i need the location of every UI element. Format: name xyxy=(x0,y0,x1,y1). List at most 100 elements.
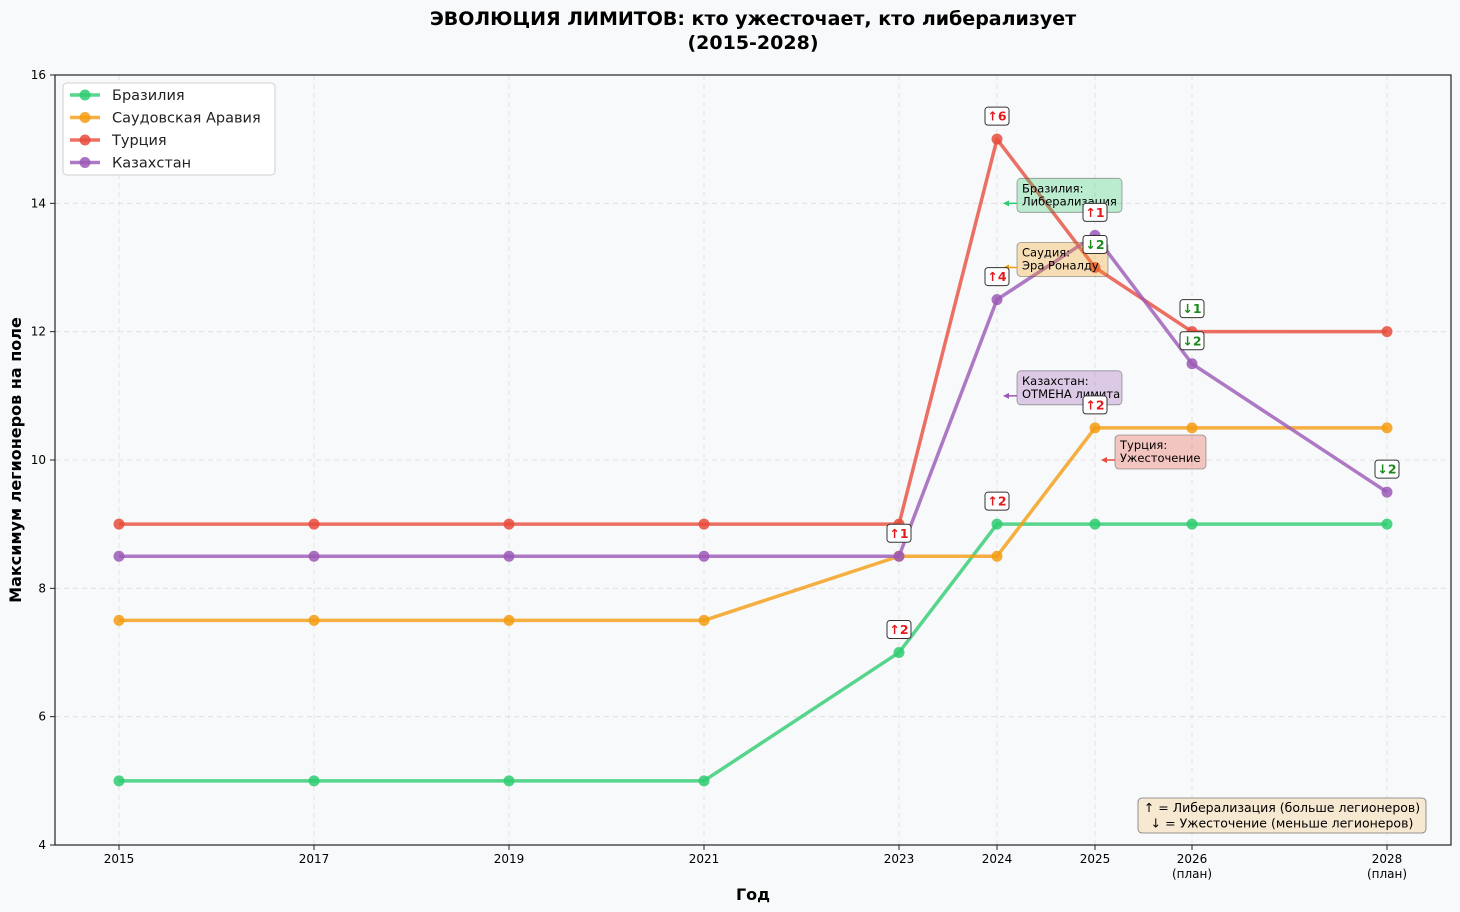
change-badge-text: ↓2 xyxy=(1182,333,1201,348)
change-badge-text: ↑1 xyxy=(889,526,908,541)
data-point xyxy=(1381,486,1393,498)
change-badges-layer: ↑2 ↑1 ↑2 ↑4 ↑6 ↑2 ↑1 ↓2 ↓1 ↓2 ↓2 xyxy=(886,106,1400,639)
change-badge-box xyxy=(1082,395,1108,415)
legend-label: Саудовская Аравия xyxy=(112,111,261,127)
y-tick-label: 16 xyxy=(31,68,46,82)
data-point xyxy=(893,550,905,562)
data-point xyxy=(1381,518,1393,530)
annotation-text: Бразилия: xyxy=(1022,181,1083,195)
annotation-text: Турция: xyxy=(1119,438,1167,452)
change-badge-box xyxy=(1082,202,1108,222)
change-badge: ↑2 xyxy=(1082,395,1108,415)
legend-item: Турция xyxy=(70,133,167,149)
data-point xyxy=(503,614,515,626)
data-point xyxy=(1381,422,1393,434)
x-tick-label: 2023 xyxy=(884,852,915,866)
change-badge-text: ↑2 xyxy=(889,622,908,637)
legend-label: Бразилия xyxy=(112,88,185,104)
data-point xyxy=(308,518,320,530)
axis-ticks: 4 6 8 10 12 14 16 2015 2017 2019 2021 2023 2024 2025 2… xyxy=(31,68,1407,881)
data-point xyxy=(991,518,1003,530)
x-tick-label: 2017 xyxy=(299,852,330,866)
data-point xyxy=(503,550,515,562)
change-badge: ↑1 xyxy=(1082,202,1108,222)
change-badge-text: ↑2 xyxy=(987,494,1006,509)
change-badge-box xyxy=(1179,331,1205,351)
legend-box xyxy=(62,82,276,176)
series-Казахстан xyxy=(113,229,1393,562)
series-Бразилия xyxy=(113,518,1393,787)
data-point xyxy=(113,775,125,787)
change-badge-text: ↑6 xyxy=(987,109,1006,124)
legend-swatch-marker xyxy=(79,134,91,146)
y-tick-label: 4 xyxy=(38,838,46,852)
change-badge-box xyxy=(886,620,912,639)
annotation-arrowhead xyxy=(1003,200,1009,207)
legend-item: Бразилия xyxy=(70,88,185,104)
x-tick-label: 2028 xyxy=(1372,852,1403,866)
series-layer xyxy=(113,133,1393,787)
legend: Бразилия Саудовская Аравия Турция Казахстан xyxy=(62,82,276,176)
chart-title: ЭВОЛЮЦИЯ ЛИМИТОВ: кто ужесточает, кто ли… xyxy=(430,8,1076,30)
data-point xyxy=(991,133,1003,145)
data-point xyxy=(1089,262,1101,273)
data-point xyxy=(698,550,710,562)
change-badge-box xyxy=(984,491,1010,511)
x-tick-label: (план) xyxy=(1367,867,1407,881)
data-point xyxy=(991,550,1003,562)
x-tick-label: 2021 xyxy=(689,852,720,866)
data-point xyxy=(503,518,515,530)
x-tick-label: 2026 xyxy=(1177,852,1208,866)
change-badge-text: ↑4 xyxy=(987,269,1006,284)
y-tick-label: 6 xyxy=(38,710,46,724)
note-text: ↑ = Либерализация (больше легионеров) xyxy=(1144,800,1420,815)
note-box-bg xyxy=(1137,797,1427,834)
x-tick-label: 2019 xyxy=(494,852,525,866)
legend-swatch-marker xyxy=(79,157,91,168)
data-point xyxy=(991,294,1003,306)
legend-item: Саудовская Аравия xyxy=(70,111,261,127)
data-point xyxy=(1089,518,1101,530)
change-badge-box xyxy=(1374,459,1400,479)
y-tick-label: 12 xyxy=(31,325,46,339)
x-tick-label: (план) xyxy=(1172,867,1212,881)
legend-label: Турция xyxy=(111,133,167,149)
y-tick-label: 14 xyxy=(31,196,46,210)
data-point xyxy=(308,775,320,787)
change-badge-box xyxy=(886,523,912,543)
note-text: ↓ = Ужесточение (меньше легионеров) xyxy=(1151,816,1414,831)
x-tick-label: 2024 xyxy=(982,852,1013,866)
y-tick-label: 8 xyxy=(38,581,46,595)
change-badge: ↑1 xyxy=(886,523,912,543)
legend-swatch-marker xyxy=(79,89,91,101)
change-badge: ↑4 xyxy=(984,267,1010,287)
change-badge: ↑2 xyxy=(984,491,1010,511)
data-point xyxy=(113,518,125,530)
change-badge-text: ↑1 xyxy=(1085,205,1104,220)
change-badge-text: ↑2 xyxy=(1085,397,1104,412)
annotation-arrowhead xyxy=(1003,392,1009,399)
change-badge-text: ↓1 xyxy=(1182,301,1201,316)
x-tick-label: 2025 xyxy=(1080,852,1111,866)
change-badge: ↑6 xyxy=(984,106,1010,126)
data-point xyxy=(698,614,710,626)
y-axis-label: Максимум легионеров на поле xyxy=(6,317,25,603)
data-point xyxy=(1186,518,1198,530)
annotation-text: Казахстан: xyxy=(1022,374,1089,388)
data-point xyxy=(308,614,320,626)
annotation-text: Эра Роналду xyxy=(1022,259,1099,273)
change-badge-box xyxy=(984,106,1010,126)
change-badge-text: ↓2 xyxy=(1085,237,1104,252)
data-point xyxy=(113,550,125,562)
change-badge-box xyxy=(984,267,1010,287)
data-point xyxy=(1186,358,1198,370)
change-badge-box xyxy=(1082,235,1108,254)
annotation-box xyxy=(1114,434,1207,470)
data-point xyxy=(1381,326,1393,338)
x-axis-label: Год xyxy=(736,885,770,904)
data-point xyxy=(893,647,905,658)
change-badge: ↓1 xyxy=(1179,299,1205,319)
chart-subtitle: (2015-2028) xyxy=(687,32,818,54)
legend-item: Казахстан xyxy=(70,156,191,172)
data-point xyxy=(698,775,710,787)
